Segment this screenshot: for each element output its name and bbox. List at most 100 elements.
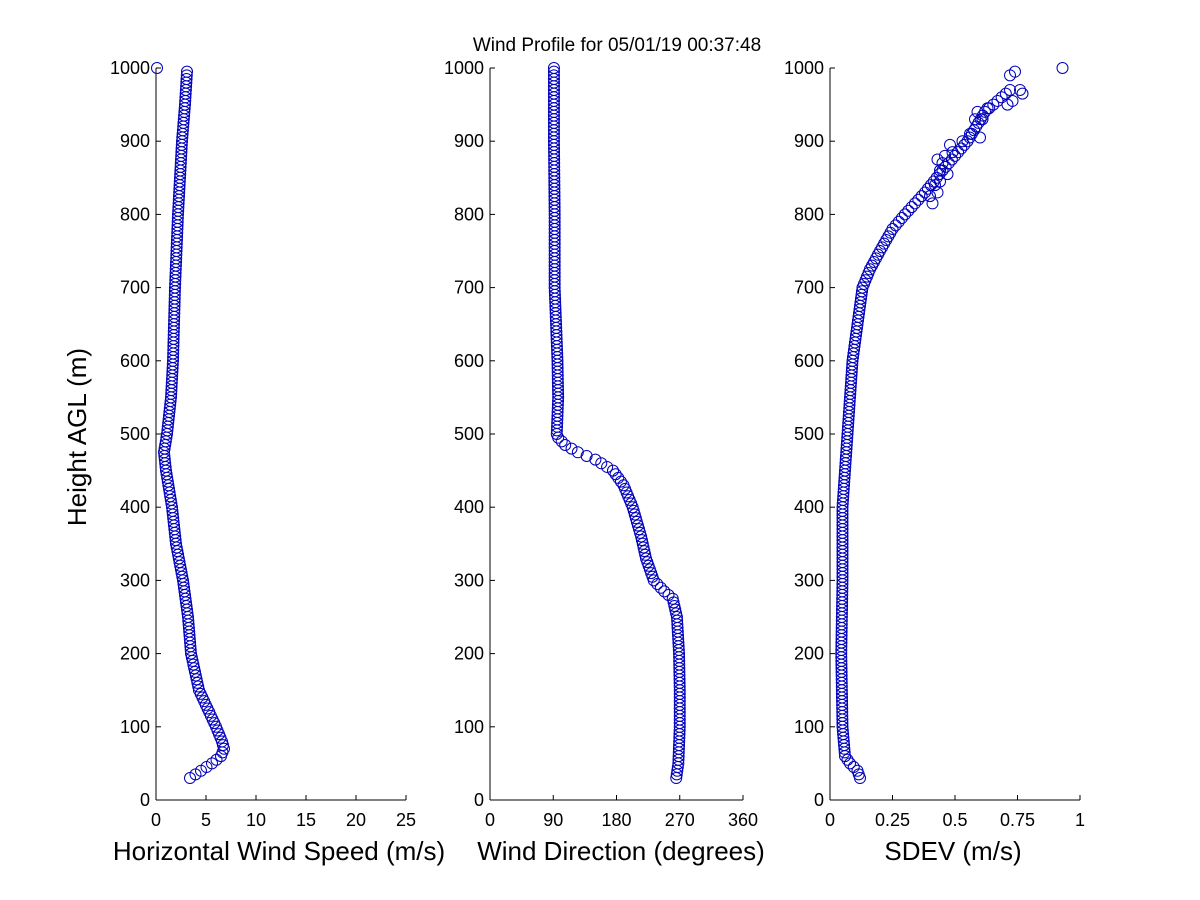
y-tick-label: 300 (120, 570, 150, 590)
panel-sdev: 0 100 200 300 400 500 600 700 800 900 1000 0 0.25 0.5… (784, 58, 1085, 866)
data-point (939, 149, 951, 162)
data-point (1056, 62, 1069, 74)
data-point (627, 504, 640, 517)
data-point (609, 468, 622, 481)
data-point (912, 193, 925, 206)
data-point (628, 508, 641, 521)
panel-speed: 0 100 200 300 400 500 600 700 800 900 1000 0 5 10 15 20… (110, 58, 445, 866)
y-tick-label: 400 (120, 497, 150, 517)
data-point (941, 168, 954, 181)
y-tick-label: 200 (120, 644, 150, 664)
x-tick-label: 0 (151, 810, 161, 830)
y-tick-label: 500 (794, 424, 824, 444)
y-tick-label: 800 (454, 204, 484, 224)
y-tick-label: 300 (454, 570, 484, 590)
y-tick-label: 800 (120, 204, 150, 224)
data-point (630, 515, 643, 528)
data-point (892, 215, 905, 228)
data-point (856, 285, 868, 298)
data-point (955, 142, 968, 155)
data-point (949, 149, 961, 162)
panel-direction: 0 100 200 300 400 500 600 700 800 900 1000 0 90 180 27… (444, 58, 765, 866)
data-point (855, 288, 868, 301)
data-point (841, 753, 854, 766)
data-point (595, 457, 608, 470)
data-point (956, 135, 969, 148)
data-point (952, 146, 965, 159)
x-tick-label: 10 (246, 810, 266, 830)
data-point (933, 168, 946, 181)
x-tick-label: 0.5 (942, 810, 967, 830)
data-point (931, 186, 944, 199)
y-tick-label: 0 (140, 790, 150, 810)
data-point (658, 585, 671, 598)
figure-title: Wind Profile for 05/01/19 00:37:48 (473, 35, 761, 56)
data-point (180, 72, 193, 85)
y-tick-label: 100 (794, 717, 824, 737)
x-axis-label: Wind Direction (degrees) (477, 836, 765, 866)
data-point (895, 212, 908, 225)
data-point (931, 153, 944, 166)
x-axis-label: SDEV (m/s) (884, 836, 1021, 866)
data-point (851, 764, 864, 777)
data-point (944, 138, 956, 151)
data-point (1016, 87, 1029, 100)
data-point (206, 757, 218, 770)
data-point (946, 146, 959, 159)
x-tick-label: 15 (296, 810, 316, 830)
data-point (1006, 94, 1019, 107)
x-tick-label: 25 (396, 810, 416, 830)
data-point (976, 113, 989, 126)
data-point (929, 179, 941, 192)
y-tick-label: 700 (120, 278, 150, 298)
y-tick-label: 900 (454, 131, 484, 151)
data-point (899, 208, 911, 221)
data-point (612, 471, 625, 484)
data-point (218, 742, 230, 755)
data-point (547, 62, 560, 74)
y-tick-label: 800 (794, 204, 824, 224)
data-point (930, 171, 943, 184)
data-point (666, 592, 679, 605)
data-point (617, 479, 630, 492)
x-tick-label: 1 (1075, 810, 1085, 830)
x-tick-label: 360 (728, 810, 758, 830)
data-point (924, 190, 936, 203)
data-point (151, 62, 163, 74)
x-axis-label: Horizontal Wind Speed (m/s) (113, 836, 445, 866)
y-tick-label: 500 (454, 424, 484, 444)
data-point (180, 69, 193, 82)
data-point (634, 526, 647, 539)
y-tick-label: 700 (794, 278, 824, 298)
data-point (580, 449, 593, 462)
data-point (571, 446, 584, 459)
y-tick-label: 400 (454, 497, 484, 517)
x-tick-label: 5 (201, 810, 211, 830)
y-tick-label: 900 (794, 131, 824, 151)
y-tick-label: 600 (120, 351, 150, 371)
data-point (547, 65, 560, 78)
data-point (1009, 65, 1021, 78)
data-point (662, 589, 675, 602)
data-point (181, 65, 193, 78)
data-point (589, 453, 602, 466)
data-point (210, 753, 223, 766)
y-tick-label: 1000 (444, 58, 484, 78)
y-tick-label: 600 (794, 351, 824, 371)
y-tick-label: 1000 (784, 58, 824, 78)
y-tick-label: 700 (454, 278, 484, 298)
y-tick-label: 100 (454, 717, 484, 737)
x-tick-label: 0 (485, 810, 495, 830)
y-tick-label: 500 (120, 424, 150, 444)
x-tick-label: 20 (346, 810, 366, 830)
data-point (559, 438, 572, 451)
y-tick-label: 1000 (110, 58, 150, 78)
data-point (995, 91, 1008, 104)
data-point (963, 131, 976, 144)
data-point (1014, 83, 1026, 96)
y-tick-label: 200 (454, 644, 484, 664)
data-point (979, 105, 991, 118)
data-point (969, 113, 981, 126)
